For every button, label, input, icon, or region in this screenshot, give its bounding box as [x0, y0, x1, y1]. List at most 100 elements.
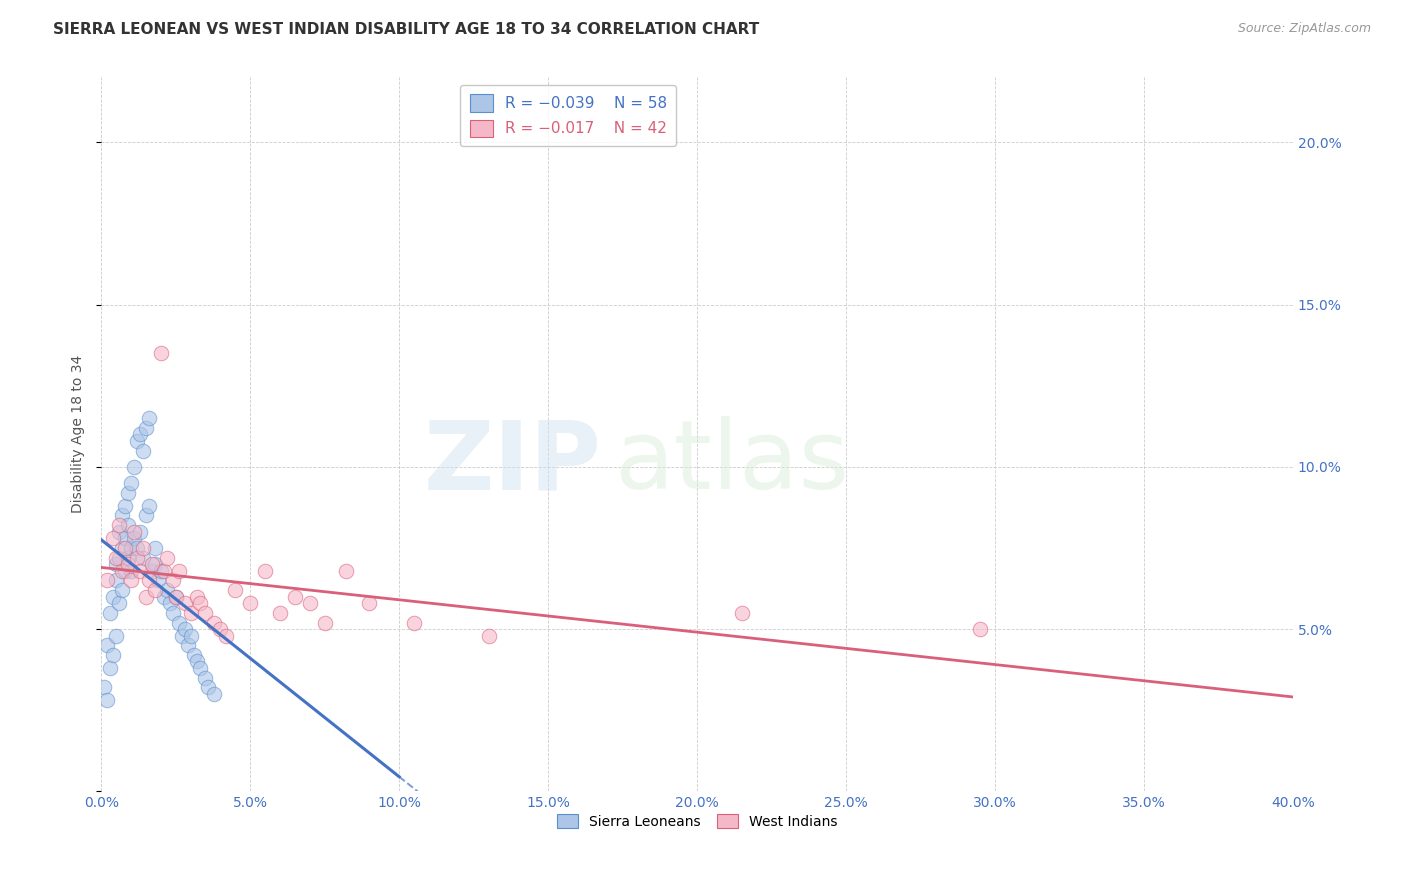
Point — [404, 615, 426, 630]
Point — [111, 583, 134, 598]
Point — [117, 550, 139, 565]
Point — [162, 606, 184, 620]
Point — [98, 661, 121, 675]
Point — [173, 596, 195, 610]
Point — [122, 524, 145, 539]
Point — [188, 661, 211, 675]
Point — [194, 671, 217, 685]
Point — [152, 590, 174, 604]
Point — [165, 590, 187, 604]
Text: Source: ZipAtlas.com: Source: ZipAtlas.com — [1237, 22, 1371, 36]
Point — [156, 550, 179, 565]
Point — [138, 499, 160, 513]
Point — [209, 622, 232, 636]
Point — [114, 499, 136, 513]
Point — [335, 564, 357, 578]
Point — [173, 622, 195, 636]
Point — [96, 693, 118, 707]
Point — [111, 508, 134, 523]
Point — [129, 524, 152, 539]
Point — [298, 596, 321, 610]
Point — [114, 541, 136, 555]
Point — [101, 531, 124, 545]
Point — [120, 476, 142, 491]
Point — [156, 583, 179, 598]
Point — [96, 574, 118, 588]
Point — [186, 655, 208, 669]
Point — [129, 564, 152, 578]
Point — [120, 574, 142, 588]
Point — [135, 421, 157, 435]
Point — [254, 564, 277, 578]
Text: atlas: atlas — [613, 417, 849, 509]
Point — [143, 541, 166, 555]
Point — [215, 628, 238, 642]
Point — [98, 606, 121, 620]
Point — [239, 596, 262, 610]
Y-axis label: Disability Age 18 to 34: Disability Age 18 to 34 — [72, 355, 86, 514]
Point — [143, 557, 166, 571]
Point — [269, 606, 291, 620]
Point — [125, 541, 148, 555]
Legend: Sierra Leoneans, West Indians: Sierra Leoneans, West Indians — [551, 808, 844, 834]
Point — [117, 557, 139, 571]
Point — [149, 564, 172, 578]
Point — [105, 550, 128, 565]
Point — [135, 508, 157, 523]
Point — [152, 564, 174, 578]
Point — [108, 518, 131, 533]
Point — [117, 518, 139, 533]
Point — [165, 590, 187, 604]
Point — [105, 574, 128, 588]
Point — [162, 574, 184, 588]
Point — [120, 541, 142, 555]
Point — [125, 550, 148, 565]
Point — [284, 590, 307, 604]
Point — [141, 564, 163, 578]
Point — [731, 606, 754, 620]
Point — [180, 628, 202, 642]
Point — [117, 485, 139, 500]
Point — [359, 596, 381, 610]
Point — [108, 524, 131, 539]
Point — [477, 628, 499, 642]
Point — [197, 681, 219, 695]
Point — [132, 550, 155, 565]
Point — [138, 411, 160, 425]
Point — [176, 638, 198, 652]
Point — [146, 574, 169, 588]
Point — [143, 583, 166, 598]
Point — [194, 606, 217, 620]
Point — [167, 615, 190, 630]
Point — [204, 615, 226, 630]
Point — [159, 596, 181, 610]
Point — [183, 648, 205, 662]
Point — [108, 550, 131, 565]
Point — [188, 596, 211, 610]
Point — [111, 541, 134, 555]
Point — [125, 434, 148, 448]
Point — [969, 622, 991, 636]
Point — [129, 427, 152, 442]
Point — [224, 583, 246, 598]
Point — [170, 628, 193, 642]
Point — [186, 590, 208, 604]
Point — [101, 590, 124, 604]
Point — [120, 564, 142, 578]
Point — [122, 459, 145, 474]
Point — [132, 443, 155, 458]
Point — [132, 541, 155, 555]
Point — [135, 590, 157, 604]
Point — [93, 681, 115, 695]
Point — [138, 574, 160, 588]
Point — [111, 564, 134, 578]
Point — [314, 615, 336, 630]
Point — [114, 531, 136, 545]
Point — [167, 564, 190, 578]
Point — [114, 564, 136, 578]
Point — [141, 557, 163, 571]
Point — [105, 557, 128, 571]
Point — [101, 648, 124, 662]
Text: ZIP: ZIP — [425, 417, 602, 509]
Point — [96, 638, 118, 652]
